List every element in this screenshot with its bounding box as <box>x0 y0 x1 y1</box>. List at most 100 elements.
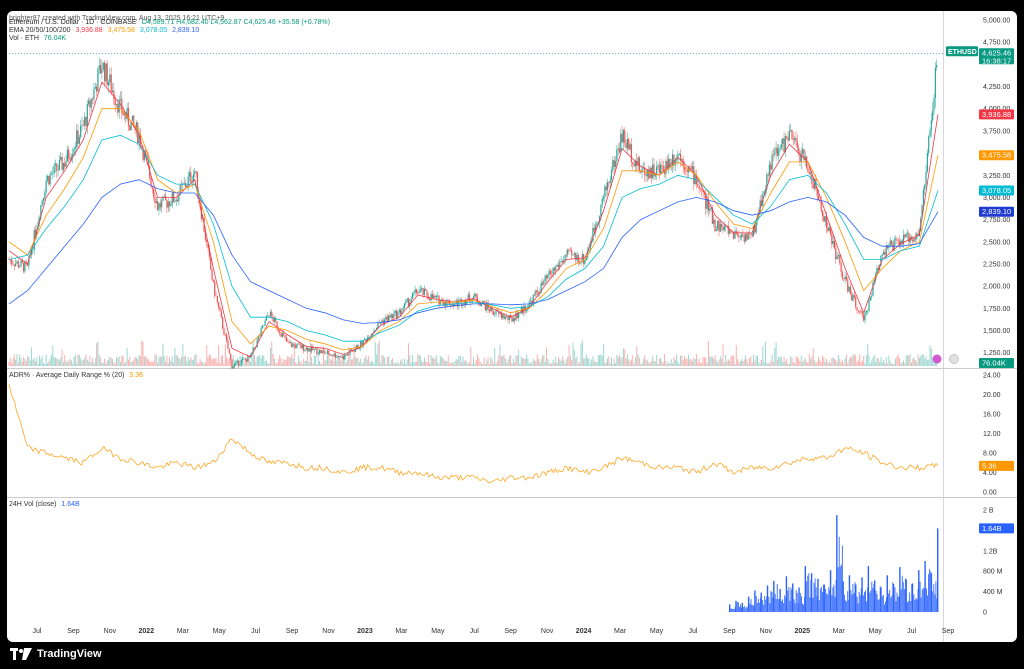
volume-bar <box>360 358 362 366</box>
candle-body <box>131 115 134 121</box>
vol24-bar <box>799 592 801 612</box>
volume-bar <box>699 363 701 366</box>
vol-legend[interactable]: Vol · ETH 76.04K <box>9 35 69 42</box>
volume-bar <box>775 342 777 366</box>
ema-tag-2: 3,475.58 <box>979 150 1014 161</box>
volume-bar <box>693 357 695 366</box>
candle-body <box>154 196 156 203</box>
candle-body <box>867 310 869 312</box>
candle-body <box>101 69 103 74</box>
volume-bar <box>328 354 330 366</box>
candle-body <box>779 147 781 150</box>
volume-bar <box>644 355 646 366</box>
candle-body <box>511 316 513 322</box>
volume-bar <box>564 363 566 366</box>
candle-body <box>885 245 887 256</box>
candle-body <box>480 303 483 307</box>
volume-bar <box>352 359 354 366</box>
pane-separator-2[interactable] <box>7 497 1017 498</box>
volume-bar <box>479 361 481 366</box>
candle-body <box>41 200 43 206</box>
candle-body <box>803 149 805 161</box>
volume-bars <box>8 340 938 366</box>
volume-bar <box>206 345 208 366</box>
volume-bar <box>362 362 364 366</box>
candle-body <box>476 297 479 303</box>
volume-bar <box>170 360 172 366</box>
volume-bar <box>932 357 934 366</box>
ema-legend[interactable]: EMA 20/50/100/200 3,936.88 3,475.58 3,07… <box>9 27 202 34</box>
candle-body <box>175 199 177 202</box>
vol24-legend[interactable]: 24H Vol (close) 1.64B <box>9 501 80 508</box>
candle-body <box>832 240 834 245</box>
volume-bar <box>670 359 672 366</box>
volume-bar <box>418 354 420 366</box>
x-tick-label: 2022 <box>139 628 155 635</box>
candle-body <box>447 299 449 301</box>
x-tick-label: 2023 <box>357 628 373 635</box>
adr-tick-label: 20.00 <box>983 392 1001 399</box>
pane-separator-1[interactable] <box>7 368 1017 369</box>
tradingview-logo[interactable]: TradingView <box>10 648 102 660</box>
adr-legend[interactable]: ADR% · Average Daily Range % (20) 5.36 <box>9 372 143 379</box>
volume-bar <box>369 362 371 366</box>
candle-body <box>28 256 30 266</box>
candle-body <box>115 103 118 105</box>
volume-bar <box>384 357 386 366</box>
candle-body <box>171 192 173 205</box>
candle-body <box>770 164 772 170</box>
candle-body <box>809 172 812 174</box>
candle-body <box>633 163 635 167</box>
volume-bar <box>560 360 562 366</box>
volume-bar <box>92 358 94 366</box>
candle-body <box>881 254 883 256</box>
vol24-bar <box>863 592 865 612</box>
volume-bar <box>90 362 92 366</box>
vol24-bar <box>915 597 917 612</box>
volume-bar <box>508 355 510 366</box>
volume-bar <box>273 358 275 366</box>
candle-body <box>318 350 321 354</box>
volume-bar <box>337 354 339 366</box>
candle-body <box>560 260 562 263</box>
candle-body <box>422 288 424 296</box>
candle-body <box>295 345 297 348</box>
volume-bar <box>542 356 544 366</box>
candle-body <box>896 239 898 241</box>
candle-body <box>429 298 431 301</box>
volume-bar <box>327 349 329 366</box>
candle-body <box>309 348 311 352</box>
volume-bar <box>250 361 252 366</box>
vol24-bar <box>827 594 829 612</box>
volume-bar <box>303 358 305 366</box>
volume-bar <box>425 360 427 366</box>
volume-bar <box>78 354 80 366</box>
symbol-name[interactable]: Ethereum / U.S. Dollar · 1D · COINBASE <box>9 19 137 26</box>
volume-bar <box>823 356 825 366</box>
volume-bar <box>620 358 622 366</box>
vol24-bar <box>879 586 881 612</box>
candle-body <box>103 62 106 82</box>
volume-bar <box>319 360 321 366</box>
candle-body <box>685 169 687 171</box>
candle-body <box>621 133 623 143</box>
volume-bar <box>869 363 871 366</box>
vol24-bar <box>813 582 815 612</box>
volume-bar <box>277 359 279 366</box>
candle-body <box>508 315 510 320</box>
ema-tag-3-bg <box>979 185 1014 196</box>
volume-bar <box>465 360 467 366</box>
vol24-bar <box>903 589 905 612</box>
candle-body <box>849 286 852 294</box>
candle-body <box>366 337 368 343</box>
volume-bar <box>122 356 124 366</box>
volume-bar <box>246 358 248 366</box>
volume-bar <box>471 363 473 366</box>
candle-body <box>811 172 813 184</box>
vol24-bar <box>934 594 936 612</box>
candle-body <box>190 172 192 182</box>
vol24-bar <box>754 590 756 612</box>
volume-bar <box>589 363 591 366</box>
volume-bar <box>599 355 601 366</box>
